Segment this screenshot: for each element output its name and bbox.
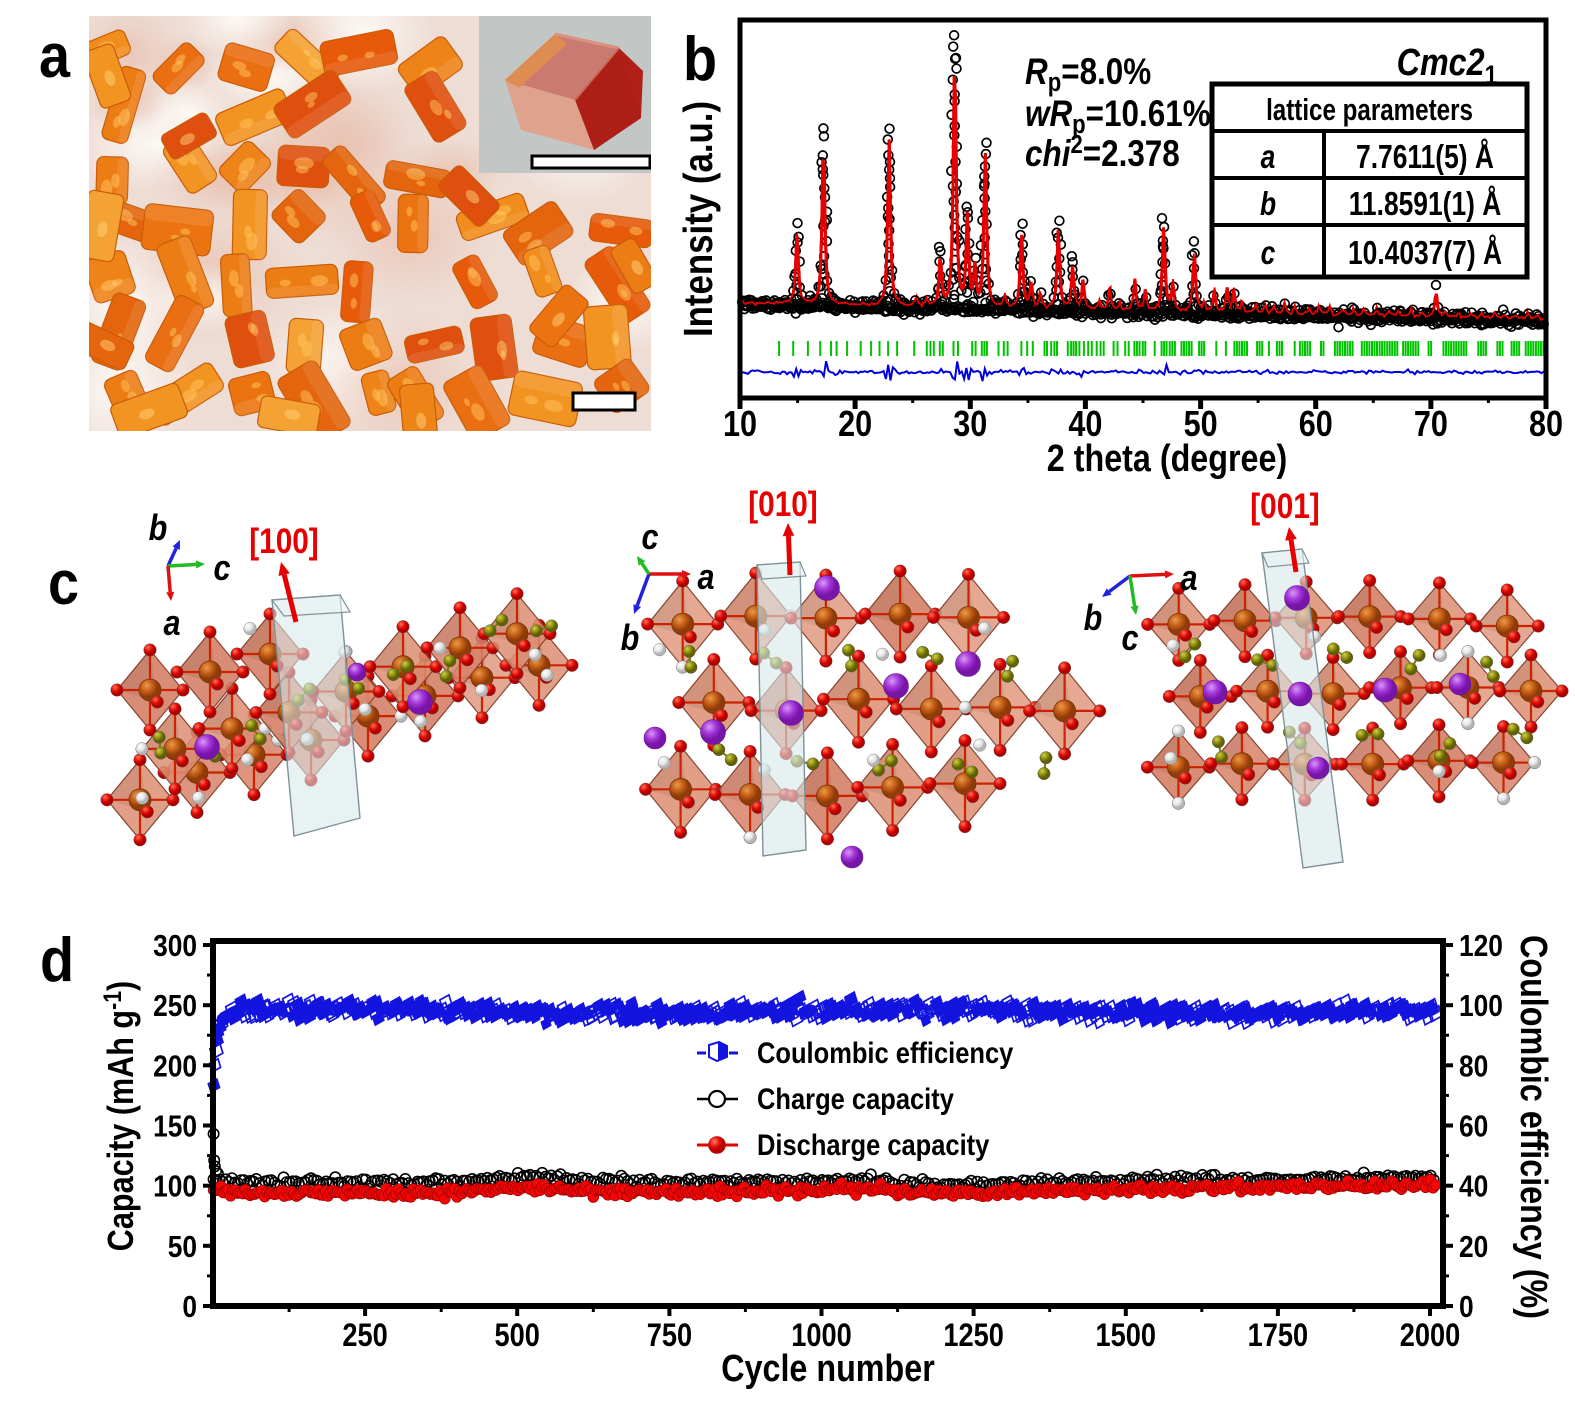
svg-text:300: 300 <box>153 929 197 963</box>
svg-text:150: 150 <box>153 1110 197 1144</box>
svg-text:70: 70 <box>1414 405 1448 445</box>
svg-text:chi2=2.378: chi2=2.378 <box>1025 130 1180 174</box>
svg-text:20: 20 <box>1459 1230 1488 1264</box>
svg-text:1000: 1000 <box>791 1318 851 1354</box>
svg-text:c: c <box>641 518 658 558</box>
svg-text:80: 80 <box>1529 405 1563 445</box>
svg-text:Charge capacity: Charge capacity <box>757 1082 954 1115</box>
svg-text:0: 0 <box>182 1290 197 1324</box>
svg-text:60: 60 <box>1459 1110 1488 1144</box>
svg-text:wRp=10.61%: wRp=10.61% <box>1025 94 1211 140</box>
svg-text:100: 100 <box>153 1170 197 1204</box>
svg-text:100: 100 <box>1459 989 1503 1023</box>
svg-text:7.7611(5) Å: 7.7611(5) Å <box>1356 139 1494 175</box>
svg-text:Discharge capacity: Discharge capacity <box>757 1128 990 1161</box>
svg-text:2000: 2000 <box>1400 1318 1460 1354</box>
svg-text:[001]: [001] <box>1250 487 1319 526</box>
svg-text:b: b <box>1260 186 1276 222</box>
svg-text:[100]: [100] <box>249 522 318 561</box>
svg-text:lattice parameters: lattice parameters <box>1266 92 1473 127</box>
svg-text:Rp=8.0%: Rp=8.0% <box>1025 52 1151 98</box>
svg-text:Cycle number: Cycle number <box>721 1348 935 1390</box>
svg-text:1750: 1750 <box>1248 1318 1308 1354</box>
svg-text:Coulombic efficiency (%): Coulombic efficiency (%) <box>1512 935 1554 1319</box>
svg-text:200: 200 <box>153 1049 197 1083</box>
svg-text:500: 500 <box>495 1318 540 1354</box>
svg-text:50: 50 <box>168 1230 197 1264</box>
svg-text:250: 250 <box>342 1318 387 1354</box>
svg-text:1500: 1500 <box>1096 1318 1156 1354</box>
svg-text:Intensity (a.u.): Intensity (a.u.) <box>680 101 722 337</box>
svg-text:c: c <box>1121 619 1138 659</box>
svg-text:60: 60 <box>1299 405 1333 445</box>
svg-text:a: a <box>1261 139 1276 175</box>
svg-text:10.4037(7) Å: 10.4037(7) Å <box>1348 235 1502 271</box>
svg-text:20: 20 <box>838 405 872 445</box>
svg-text:11.8591(1) Å: 11.8591(1) Å <box>1349 186 1502 222</box>
svg-text:40: 40 <box>1459 1170 1488 1204</box>
svg-text:250: 250 <box>153 989 197 1023</box>
svg-text:b: b <box>621 619 640 659</box>
svg-text:750: 750 <box>647 1318 692 1354</box>
svg-text:a: a <box>163 604 180 644</box>
svg-text:50: 50 <box>1184 405 1218 445</box>
svg-text:2 theta (degree): 2 theta (degree) <box>1047 438 1287 480</box>
svg-text:1250: 1250 <box>943 1318 1003 1354</box>
svg-text:[010]: [010] <box>748 485 817 524</box>
svg-text:b: b <box>149 509 168 549</box>
svg-text:10: 10 <box>723 405 757 445</box>
svg-text:a: a <box>697 558 714 598</box>
svg-text:80: 80 <box>1459 1049 1488 1083</box>
svg-text:40: 40 <box>1068 405 1102 445</box>
svg-text:0: 0 <box>1459 1290 1474 1324</box>
svg-text:120: 120 <box>1459 929 1503 963</box>
svg-text:30: 30 <box>953 405 987 445</box>
svg-text:c: c <box>1261 235 1276 271</box>
svg-text:a: a <box>1180 559 1197 599</box>
svg-text:Coulombic efficiency: Coulombic efficiency <box>757 1036 1014 1069</box>
svg-text:Capacity (mAh g-1): Capacity (mAh g-1) <box>98 981 141 1251</box>
svg-text:b: b <box>1084 599 1103 639</box>
svg-text:c: c <box>213 549 230 589</box>
